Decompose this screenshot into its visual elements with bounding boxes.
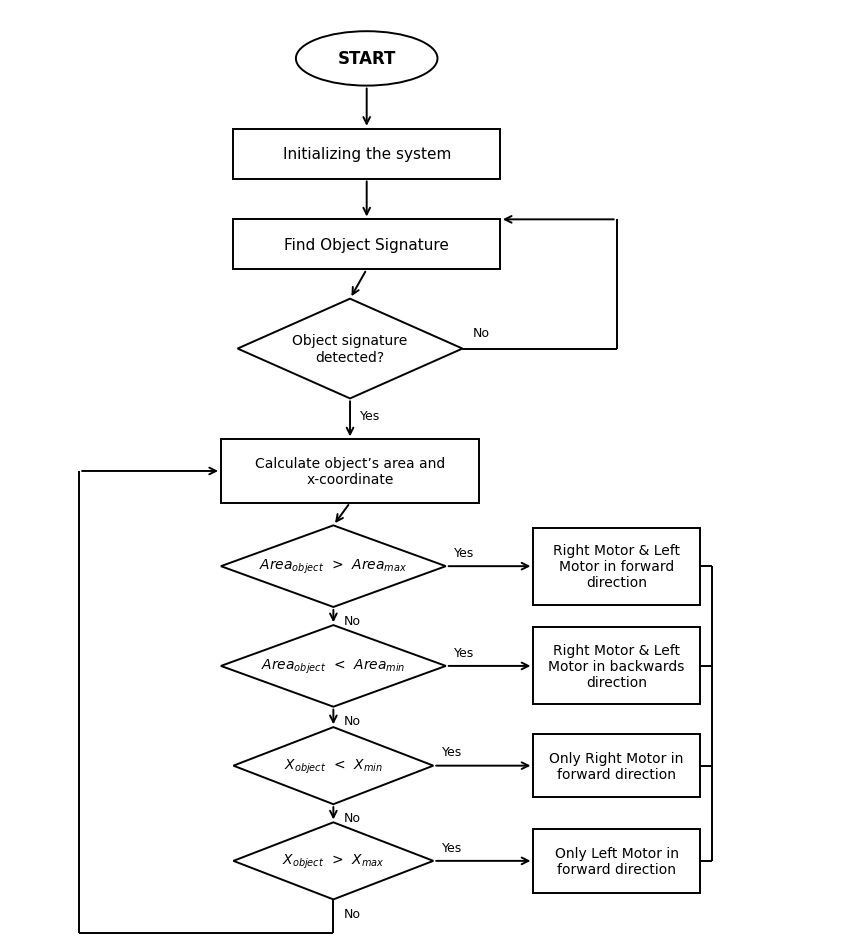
Text: Object signature
detected?: Object signature detected? — [292, 334, 408, 365]
Text: No: No — [473, 327, 490, 340]
Bar — [533, 627, 700, 704]
Bar — [234, 220, 500, 270]
Text: $X_{object}$  <  $X_{min}$: $X_{object}$ < $X_{min}$ — [284, 757, 382, 775]
Text: Right Motor & Left
Motor in forward
direction: Right Motor & Left Motor in forward dire… — [553, 544, 680, 589]
Text: No: No — [343, 714, 360, 727]
Text: No: No — [343, 906, 360, 920]
Text: Yes: Yes — [454, 546, 474, 560]
Text: $Area_{object}$  <  $Area_{min}$: $Area_{object}$ < $Area_{min}$ — [261, 657, 405, 675]
Text: Find Object Signature: Find Object Signature — [284, 238, 449, 252]
Text: Calculate object’s area and
x-coordinate: Calculate object’s area and x-coordinate — [255, 456, 445, 486]
Text: $Area_{object}$  >  $Area_{max}$: $Area_{object}$ > $Area_{max}$ — [259, 558, 407, 576]
Text: Only Left Motor in
forward direction: Only Left Motor in forward direction — [554, 846, 678, 876]
Text: No: No — [343, 615, 360, 627]
Text: No: No — [343, 812, 360, 824]
Bar — [533, 528, 700, 605]
Text: START: START — [337, 50, 396, 69]
Text: Initializing the system: Initializing the system — [282, 147, 450, 162]
Text: Only Right Motor in
forward direction: Only Right Motor in forward direction — [549, 751, 683, 781]
Text: Yes: Yes — [360, 410, 380, 423]
Bar — [234, 129, 500, 179]
Text: Yes: Yes — [442, 841, 462, 854]
Text: $X_{object}$  >  $X_{max}$: $X_{object}$ > $X_{max}$ — [282, 852, 384, 870]
Bar — [221, 440, 479, 504]
Text: Right Motor & Left
Motor in backwards
direction: Right Motor & Left Motor in backwards di… — [548, 643, 685, 689]
Bar — [533, 734, 700, 798]
Text: Yes: Yes — [442, 745, 462, 759]
Bar — [533, 829, 700, 893]
Text: Yes: Yes — [454, 646, 474, 659]
